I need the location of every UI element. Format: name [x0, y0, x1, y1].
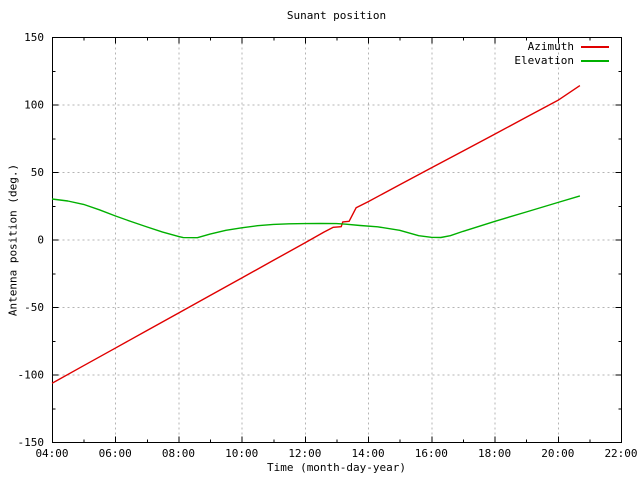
- plot-border: [52, 37, 622, 443]
- tick-labels: 04:00 06:00 08:00 10:00 12:00 14:00 16:00 18:00…: [18, 31, 638, 460]
- y-tick-label: 0: [37, 234, 44, 247]
- y-tick-label: -150: [18, 436, 45, 449]
- axes-layer: [52, 37, 622, 443]
- y-tick-label: 100: [24, 99, 44, 112]
- y-axis-label: Antenna position (deg.): [6, 163, 20, 317]
- x-tick-label: 14:00: [352, 447, 385, 460]
- x-tick-label: 20:00: [541, 447, 574, 460]
- x-tick-label: 16:00: [415, 447, 448, 460]
- legend: Azimuth Elevation: [514, 40, 609, 67]
- x-tick-label: 18:00: [478, 447, 511, 460]
- x-tick-label: 04:00: [35, 447, 68, 460]
- legend-entry-azimuth: Azimuth: [514, 40, 609, 53]
- x-tick-label: 10:00: [225, 447, 258, 460]
- legend-label-azimuth: Azimuth: [527, 40, 574, 53]
- x-tick-label: 12:00: [288, 447, 321, 460]
- chart-title: Sunant position: [286, 9, 387, 22]
- x-tick-label: 06:00: [99, 447, 132, 460]
- legend-entry-elevation: Elevation: [514, 54, 609, 67]
- y-tick-label: 50: [31, 166, 44, 179]
- y-tick-label: 150: [24, 31, 44, 44]
- x-tick-label: 22:00: [604, 447, 637, 460]
- x-axis-label: Time (month-day-year): [266, 461, 407, 474]
- elevation-line-sample: [581, 59, 609, 62]
- legend-label-elevation: Elevation: [514, 54, 574, 67]
- azimuth-line-sample: [581, 45, 609, 48]
- azimuth-series-line: [51, 85, 581, 384]
- x-tick-label: 08:00: [162, 447, 195, 460]
- y-tick-label: -50: [24, 301, 44, 314]
- elevation-series-line: [51, 195, 581, 239]
- y-tick-label: -100: [18, 369, 45, 382]
